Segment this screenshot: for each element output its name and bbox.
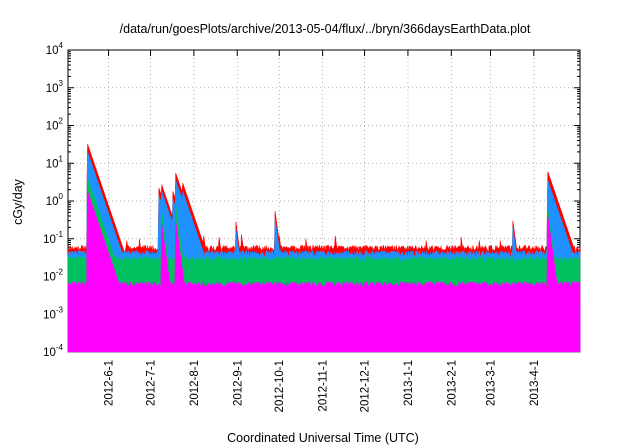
x-tick-label: 2012-7-1 (146, 360, 158, 406)
y-tick-label: 101 (46, 154, 64, 170)
y-tick-label: 100 (46, 192, 64, 208)
x-tick-label: 2012-11-1 (318, 360, 330, 412)
x-axis-label: Coordinated Universal Time (UTC) (227, 431, 419, 445)
y-axis-label: cGy/day (11, 178, 25, 225)
y-tick-label: 102 (46, 117, 64, 133)
x-tick-label: 2013-4-1 (529, 360, 541, 406)
y-tick-label: 104 (46, 41, 64, 57)
y-tick-label: 10-1 (43, 230, 63, 246)
x-tick-label: 2013-2-1 (446, 360, 458, 406)
y-tick-label: 103 (46, 79, 64, 95)
x-tick-label: 2012-10-1 (274, 360, 286, 412)
y-tick-label: 10-4 (43, 343, 63, 359)
y-tick-label: 10-3 (43, 305, 63, 321)
x-tick-label: 2012-12-1 (360, 360, 372, 412)
plot-area: 10-4 10-3 10-2 10-1 100 101 102 103 104 2012-6-1 2… (43, 41, 581, 412)
x-tick-label: 2013-3-1 (485, 360, 497, 406)
x-tick-label: 2013-1-1 (403, 360, 415, 406)
x-tick-label: 2012-9-1 (232, 360, 244, 406)
y-tick-label: 10-2 (43, 268, 63, 284)
chart-title: /data/run/goesPlots/archive/2013-05-04/f… (120, 22, 531, 36)
x-tick-label: 2012-6-1 (104, 360, 116, 406)
x-tick-label: 2012-8-1 (189, 360, 201, 406)
